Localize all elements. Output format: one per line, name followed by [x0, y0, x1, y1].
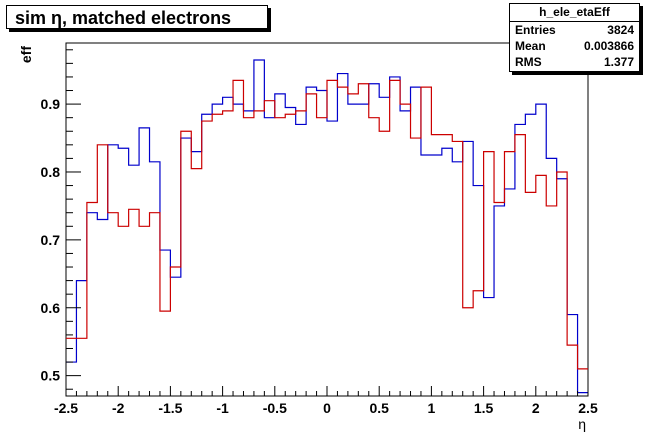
stats-value: 3824 — [607, 23, 634, 37]
x-tick-label: -2.5 — [54, 400, 78, 416]
x-tick-label: 1 — [428, 400, 436, 416]
series-layer — [66, 59, 588, 394]
stats-name: h_ele_etaEff — [510, 4, 639, 22]
y-tick-label: 0.7 — [41, 232, 61, 248]
chart-title: sim η, matched electrons — [6, 5, 268, 29]
x-tick-label: -1 — [216, 400, 229, 416]
stats-label: Entries — [515, 23, 556, 37]
y-tick-label: 0.8 — [41, 164, 61, 180]
x-tick-label: -2 — [112, 400, 125, 416]
y-tick-label: 0.9 — [41, 96, 61, 112]
axis-layer: -2.5 -2 -1.5 -1 -0.5 0 0.5 1 1.5 2 2.5 0.5 0.6 0.7 0.8… — [41, 49, 598, 416]
x-tick-label: 2.5 — [578, 400, 598, 416]
stats-row-entries: Entries 3824 — [510, 22, 639, 38]
x-axis-label: η — [578, 416, 586, 432]
stats-value: 0.003866 — [583, 39, 634, 53]
x-tick-label: 0.5 — [369, 400, 389, 416]
y-tick-label: 0.5 — [41, 368, 61, 384]
x-tick-label: -0.5 — [263, 400, 287, 416]
x-tick-label: -1.5 — [158, 400, 182, 416]
y-axis-label: eff — [18, 46, 34, 63]
stats-label: RMS — [515, 55, 542, 69]
stats-box: h_ele_etaEff Entries 3824 Mean 0.003866 … — [509, 3, 640, 72]
stats-row-mean: Mean 0.003866 — [510, 38, 639, 54]
x-tick-label: 1.5 — [474, 400, 494, 416]
x-tick-label: 0 — [323, 400, 331, 416]
stats-label: Mean — [515, 39, 546, 53]
chart-title-text: sim η, matched electrons — [15, 8, 232, 28]
y-tick-label: 0.6 — [41, 300, 61, 316]
series-0-line — [66, 59, 588, 394]
stats-row-rms: RMS 1.377 — [510, 54, 639, 70]
series-1-line — [66, 79, 588, 370]
x-tick-label: 2 — [532, 400, 540, 416]
stats-value: 1.377 — [603, 55, 634, 69]
